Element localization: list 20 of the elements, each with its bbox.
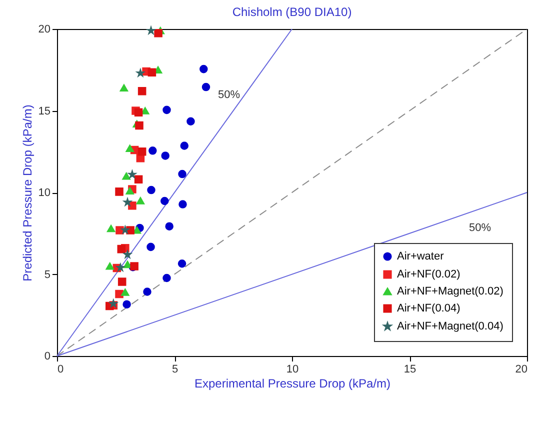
x-tick-label: 20	[515, 364, 528, 376]
y-tick-label: 20	[38, 24, 50, 36]
annotation: 50%	[218, 89, 240, 101]
annotation: 50%	[469, 222, 492, 234]
x-tick-label: 5	[172, 364, 178, 376]
legend-label: Air+NF+Magnet(0.02)	[397, 286, 504, 298]
y-tick-label: 0	[44, 350, 50, 362]
legend-label: Air+water	[397, 250, 444, 262]
y-tick-label: 15	[38, 105, 50, 118]
x-tick-label: 10	[286, 364, 299, 376]
chart-title: Chisholm (B90 DIA10)	[232, 5, 352, 19]
y-tick-label: 5	[44, 268, 50, 281]
y-axis-title: Predicted Pressure Drop (kPa/m)	[20, 104, 34, 282]
legend-label: Air+NF(0.02)	[397, 268, 460, 280]
legend-label: Air+NF+Magnet(0.04)	[397, 320, 504, 332]
x-axis-title: Experimental Pressure Drop (kPa/m)	[194, 376, 391, 390]
x-tick-label: 15	[404, 364, 416, 376]
y-tick-label: 10	[38, 187, 50, 199]
x-tick-label: 0	[58, 364, 64, 376]
legend-label: Air+NF(0.04)	[397, 302, 460, 314]
